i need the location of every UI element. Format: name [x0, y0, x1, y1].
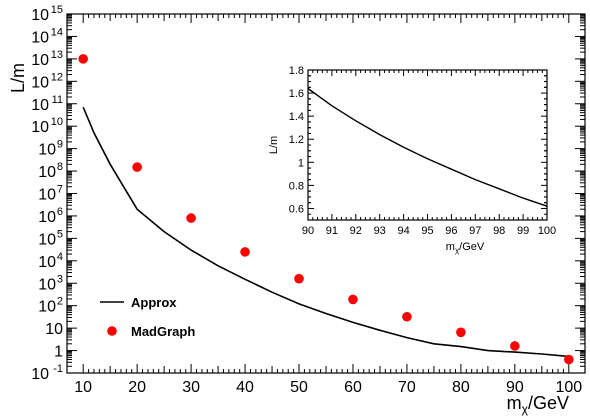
main-x-tick-label: 30: [182, 379, 200, 396]
madgraph-point: [294, 273, 304, 284]
madgraph-point: [132, 162, 142, 172]
main-y-tick-label: 10: [38, 299, 56, 316]
main-x-tick-label: 50: [290, 379, 308, 396]
inset-x-tick-label: 95: [421, 225, 433, 237]
inset-y-axis-title: L/m: [268, 136, 280, 154]
main-y-tick-label: 10: [38, 164, 56, 181]
inset-plot: 90 91 92 93 94 95 96 97 98 99 100 0.6 0.8 1 1.2 1.4 1.6 1…: [268, 65, 556, 255]
inset-x-axis-title: mχ/GeV: [446, 241, 485, 255]
main-y-tick-label: 1: [54, 344, 63, 361]
main-y-tick-exponent: 14: [51, 26, 63, 38]
main-y-axis-title: L/m: [8, 63, 28, 93]
legend-approx-label: Approx: [131, 295, 177, 310]
main-y-tick-exponent: 5: [57, 228, 63, 240]
main-y-tick-label: 10: [38, 209, 56, 226]
series-approx-line: [82, 106, 569, 358]
main-y-tick-label: 10: [38, 231, 56, 248]
main-y-tick-exponent: 2: [57, 296, 63, 308]
inset-y-tick-label: 1.8: [289, 65, 304, 77]
main-y-tick-exponent: 15: [51, 4, 63, 16]
main-x-tick-label: 40: [236, 379, 254, 396]
inset-x-tick-label: 96: [445, 225, 457, 237]
madgraph-point: [240, 247, 250, 257]
main-y-tick-exponent: 8: [57, 161, 63, 173]
madgraph-point: [348, 294, 358, 305]
madgraph-point: [402, 311, 412, 322]
main-y-tick-label: 10: [31, 74, 49, 91]
main-x-tick-label: 20: [128, 379, 146, 396]
main-y-tick-exponent: 10: [51, 116, 63, 128]
inset-x-tick-label: 90: [302, 225, 314, 237]
main-y-tick-exponent: 6: [57, 206, 63, 218]
inset-x-tick-label: 92: [350, 225, 362, 237]
inset-x-tick-label: 100: [538, 225, 556, 237]
inset-y-tick-label: 1: [298, 157, 304, 169]
inset-x-tick-label: 97: [469, 225, 481, 237]
inset-y-tick-label: 0.6: [289, 203, 304, 215]
main-y-tick-exponent: 9: [57, 139, 63, 151]
legend: Approx MadGraph: [100, 295, 195, 339]
legend-madgraph-label: MadGraph: [131, 324, 195, 339]
main-y-tick-label: 10: [38, 254, 56, 271]
main-y-tick-exponent: 3: [57, 273, 63, 285]
main-x-tick-label: 70: [398, 379, 416, 396]
inset-x-tick-label: 99: [517, 225, 529, 237]
madgraph-point: [456, 327, 466, 338]
main-y-tick-label: 10: [38, 187, 56, 204]
main-x-tick-label: 10: [74, 379, 92, 396]
main-x-tick-label: 100: [555, 379, 582, 396]
main-y-tick-label: 10: [31, 97, 49, 114]
main-y-tick-exponent: -1: [53, 363, 63, 375]
inset-y-tick-label: 1.4: [289, 111, 304, 123]
inset-x-tick-label: 93: [374, 225, 386, 237]
main-x-tick-label: 60: [344, 379, 362, 396]
main-y-tick-exponent: 13: [51, 49, 63, 61]
main-y-tick-label: 10: [31, 366, 49, 383]
madgraph-point: [564, 354, 574, 365]
inset-y-tick-label: 0.8: [289, 180, 304, 192]
inset-x-tick-label: 98: [493, 225, 505, 237]
main-y-tick-label: 10: [45, 321, 63, 338]
main-x-tick-label: 80: [452, 379, 470, 396]
main-x-axis-title: mχ/GeV: [507, 393, 569, 416]
inset-y-tick-label: 1.2: [289, 134, 304, 146]
madgraph-point: [78, 54, 88, 64]
main-y-tick-exponent: 12: [51, 71, 63, 83]
main-y-tick-exponent: 11: [52, 94, 63, 106]
main-y-tick-label: 10: [31, 7, 49, 24]
inset-x-tick-label: 94: [397, 225, 409, 237]
inset-y-tick-label: 1.6: [289, 88, 304, 100]
madgraph-point: [510, 341, 520, 351]
main-y-tick-label: 10: [31, 29, 49, 46]
main-plot-frame: [66, 13, 586, 374]
inset-plot-frame: [307, 69, 548, 221]
main-y-tick-exponent: 4: [57, 251, 63, 263]
madgraph-point: [186, 213, 196, 223]
inset-curve: [307, 87, 548, 207]
main-y-tick-label: 10: [38, 276, 56, 293]
main-y-tick-exponent: 7: [57, 184, 63, 196]
inset-x-tick-label: 91: [326, 225, 338, 237]
legend-madgraph-swatch: [107, 326, 117, 336]
main-y-tick-label: 10: [31, 52, 49, 69]
main-x-tick-label: 90: [506, 379, 524, 396]
main-y-tick-label: 10: [31, 119, 49, 136]
main-y-tick-label: 10: [38, 142, 56, 159]
